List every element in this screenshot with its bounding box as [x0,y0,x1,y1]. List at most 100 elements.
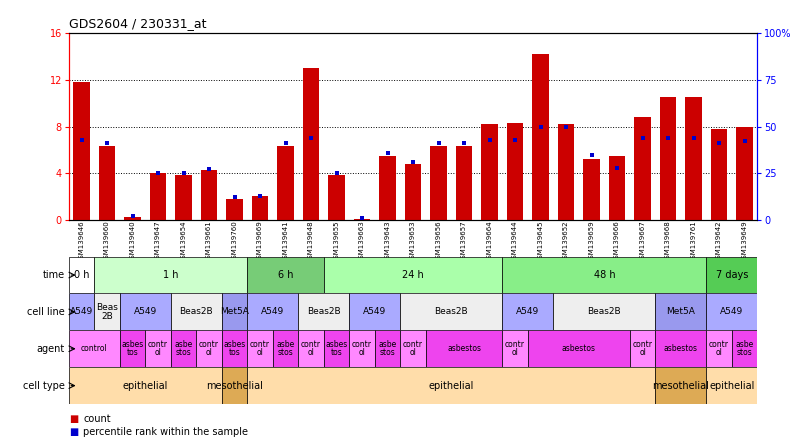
Text: A549: A549 [134,307,157,317]
Text: GSM139642: GSM139642 [716,221,722,263]
Bar [247,367,655,404]
Text: GSM139655: GSM139655 [334,221,339,263]
Text: contr
ol: contr ol [403,340,423,357]
Bar [400,330,426,367]
Text: contr
ol: contr ol [250,340,270,357]
Text: GSM139654: GSM139654 [181,221,186,263]
Bar [655,367,706,404]
Text: contr
ol: contr ol [148,340,168,357]
Bar [502,330,528,367]
Bar [711,129,727,220]
Bar [732,330,757,367]
Bar [532,54,549,220]
Bar [706,257,757,293]
Text: GSM139645: GSM139645 [538,221,544,263]
Text: GDS2604 / 230331_at: GDS2604 / 230331_at [69,17,207,30]
Text: GSM139640: GSM139640 [130,221,135,263]
Bar [247,330,273,367]
Bar [124,218,141,220]
Bar [94,293,120,330]
Bar [736,127,752,220]
Text: A549: A549 [516,307,539,317]
Bar [655,330,706,367]
Text: 6 h: 6 h [278,270,293,280]
Text: asbes
tos: asbes tos [326,340,347,357]
Text: Beas
2B: Beas 2B [96,303,118,321]
Text: Beas2B: Beas2B [434,307,468,317]
Bar [252,196,268,220]
Text: A549: A549 [261,307,284,317]
Bar [456,147,472,220]
Bar [379,156,396,220]
Bar [298,330,324,367]
Text: Beas2B: Beas2B [307,307,341,317]
Bar [222,367,247,404]
Bar [630,330,655,367]
Text: asbe
stos: asbe stos [378,340,397,357]
Text: GSM139760: GSM139760 [232,221,237,263]
Text: GSM139668: GSM139668 [665,221,671,263]
Text: GSM139656: GSM139656 [436,221,441,263]
Text: time: time [43,270,65,280]
Text: GSM139669: GSM139669 [257,221,263,263]
Bar [298,293,349,330]
Bar [426,330,502,367]
Text: GSM139643: GSM139643 [385,221,390,263]
Text: GSM139648: GSM139648 [308,221,314,263]
Bar [685,97,702,220]
Bar [74,82,90,220]
Text: GSM139667: GSM139667 [640,221,646,263]
Bar [94,257,247,293]
Text: GSM139649: GSM139649 [742,221,748,263]
Bar [247,257,324,293]
Bar [553,293,655,330]
Text: 24 h: 24 h [403,270,424,280]
Bar [349,293,400,330]
Text: GSM139641: GSM139641 [283,221,288,263]
Bar [120,330,145,367]
Text: asbestos: asbestos [664,344,698,353]
Text: count: count [83,414,111,424]
Text: GSM139666: GSM139666 [614,221,620,263]
Bar [226,199,243,220]
Bar [145,330,171,367]
Text: Met5A: Met5A [220,307,249,317]
Bar [324,330,349,367]
Bar [222,293,247,330]
Text: Beas2B: Beas2B [587,307,621,317]
Text: GSM139663: GSM139663 [359,221,365,263]
Text: epithelial: epithelial [122,381,168,391]
Text: mesothelial: mesothelial [652,381,710,391]
Text: mesothelial: mesothelial [207,381,263,391]
Bar [375,330,400,367]
Text: A549: A549 [363,307,386,317]
Text: GSM139659: GSM139659 [589,221,595,263]
Text: GSM139660: GSM139660 [104,221,110,263]
Text: 0 h: 0 h [74,270,89,280]
Text: 7 days: 7 days [716,270,748,280]
Bar [558,124,574,220]
Text: Met5A: Met5A [667,307,695,317]
Text: asbe
stos: asbe stos [735,340,754,357]
Bar [706,367,757,404]
Text: Beas2B: Beas2B [180,307,213,317]
Text: agent: agent [36,344,65,354]
Text: percentile rank within the sample: percentile rank within the sample [83,427,249,437]
Text: asbes
tos: asbes tos [122,340,143,357]
Bar [69,257,94,293]
Text: ■: ■ [69,427,78,437]
Bar [69,293,94,330]
Bar [69,367,222,404]
Text: GSM139664: GSM139664 [487,221,492,263]
Text: cell line: cell line [28,307,65,317]
Bar [201,170,217,220]
Bar [507,123,523,220]
Text: contr
ol: contr ol [352,340,372,357]
Bar [405,164,421,220]
Bar [324,257,502,293]
Bar [502,257,706,293]
Bar [481,124,498,220]
Bar [706,293,757,330]
Bar [99,147,115,220]
Text: contr
ol: contr ol [301,340,321,357]
